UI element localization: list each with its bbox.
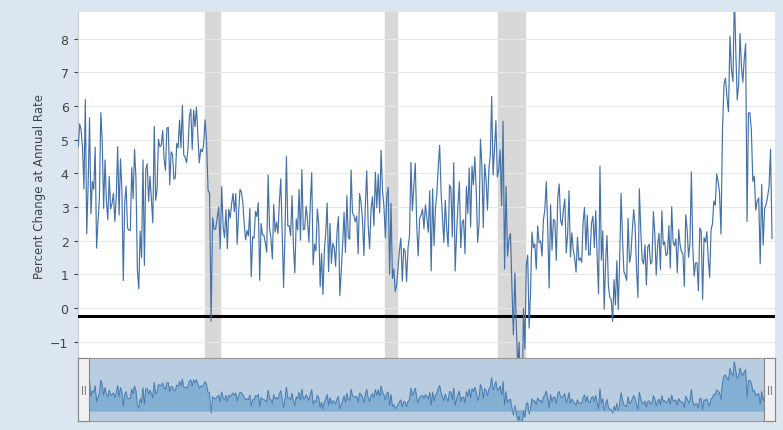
Text: ||: || xyxy=(81,385,87,394)
Bar xyxy=(205,13,220,359)
Bar xyxy=(499,13,525,359)
Text: ||: || xyxy=(767,385,773,394)
Y-axis label: Percent Change at Annual Rate: Percent Change at Annual Rate xyxy=(33,93,46,278)
FancyBboxPatch shape xyxy=(78,359,89,421)
FancyBboxPatch shape xyxy=(764,359,775,421)
Bar xyxy=(385,13,397,359)
